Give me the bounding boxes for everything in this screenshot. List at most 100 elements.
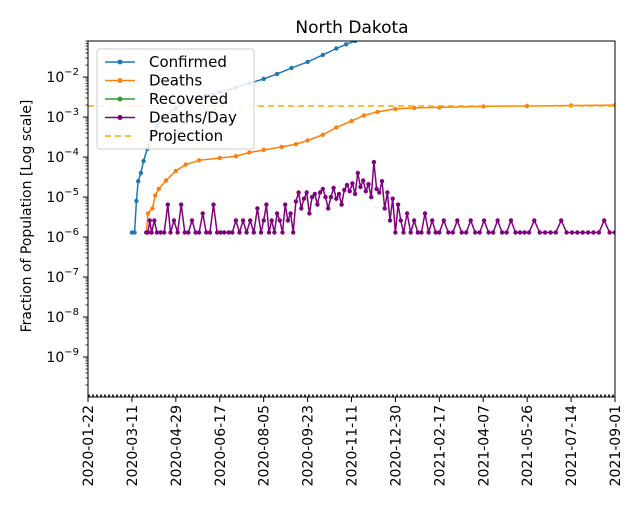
series-deaths-day-point [517, 230, 523, 235]
y-tick-label: 10−3 [46, 107, 79, 126]
series-deaths-day-point [350, 181, 355, 186]
series-deaths-day-point [336, 191, 342, 197]
series-deaths-point [305, 138, 310, 143]
series-deaths-day-point [422, 211, 428, 216]
series-deaths-day-point [158, 230, 163, 235]
series-deaths-day-point [596, 230, 602, 235]
series-deaths-day-point [363, 189, 368, 194]
series-deaths-day-point [214, 230, 220, 235]
series-deaths-day-point [277, 218, 282, 223]
series-deaths-day-point [147, 218, 152, 223]
series-deaths-day-point [382, 206, 387, 211]
series-confirmed-point [289, 65, 294, 71]
series-deaths-day-point [162, 230, 167, 235]
series-deaths-day-point [537, 230, 542, 235]
series-deaths-day-point [564, 230, 569, 235]
axes: 10−9 10−8 10−7 10−6 10−5 10−4 10−3 10−2 2020-01-… [46, 40, 624, 486]
series-deaths-day-point [522, 230, 527, 235]
series-deaths-day-point [404, 211, 410, 216]
series-deaths-day-point [542, 230, 548, 235]
series-deaths-day-point [553, 230, 558, 235]
series-deaths-point [183, 162, 188, 167]
series-deaths-day-point [477, 230, 482, 235]
series-deaths-day-point [317, 190, 323, 195]
series-deaths-day-point [481, 218, 487, 223]
series-deaths-day-point [230, 230, 235, 235]
series-deaths-day-point [585, 230, 591, 235]
x-tick-label: 2021-02-17 [432, 405, 448, 486]
series-confirmed-point [132, 230, 137, 235]
series-deaths-day-point [293, 199, 299, 204]
series-deaths-day-point [602, 218, 607, 223]
series-deaths-day-point [179, 202, 184, 207]
series-deaths-day-point [339, 202, 344, 207]
series-deaths-day-point [264, 202, 269, 207]
series-deaths-day-point [433, 230, 438, 235]
series-deaths-day-point [334, 196, 339, 201]
series-deaths-day-point [473, 230, 478, 235]
series-deaths-day-point [251, 230, 256, 235]
series-deaths-day-point [569, 230, 575, 235]
series-deaths-day-point [309, 194, 315, 200]
series-deaths-day-point [395, 202, 401, 207]
series-deaths-point [261, 147, 266, 153]
series-deaths-day-point [468, 218, 473, 223]
series-deaths-day-point [430, 218, 435, 223]
series-deaths-day-point [347, 189, 352, 194]
series-deaths-day-point [575, 230, 580, 235]
legend: ConfirmedDeathsRecoveredDeaths/DayProjec… [96, 48, 255, 150]
series-deaths-day-point [171, 218, 177, 223]
series-deaths-day-point [152, 218, 157, 223]
x-tick-label: 2020-06-17 [213, 405, 229, 486]
y-tick-label: 10−4 [46, 147, 79, 166]
series-deaths-day-point [304, 190, 309, 195]
series-deaths-day-point [580, 230, 585, 235]
series-deaths-day-point [244, 230, 249, 235]
series-deaths-point [163, 178, 169, 183]
series-deaths-point [293, 142, 299, 147]
y-tick-label: 10−9 [46, 347, 79, 366]
x-tick-label: 2020-09-23 [301, 405, 317, 486]
series-deaths-day-point [415, 230, 420, 235]
series-deaths-day-point [419, 230, 424, 235]
series-deaths-day-point [504, 230, 509, 235]
legend-swatch-marker [117, 96, 123, 102]
legend-item-recovered: Recovered [105, 90, 228, 108]
x-tick-label: 2020-12-30 [388, 405, 404, 486]
series-deaths-point [375, 109, 380, 115]
series-deaths-day-point [532, 218, 537, 223]
series-deaths-day-point [154, 230, 160, 235]
series-confirmed-point [138, 170, 144, 176]
series-deaths-day-point [280, 230, 285, 235]
series-deaths-day-point [175, 230, 180, 235]
series-deaths-day-point [374, 186, 379, 192]
legend-label: Deaths [149, 72, 202, 90]
y-tick-label: 10−2 [46, 67, 79, 86]
series-deaths-point [247, 150, 252, 155]
series-deaths-point [156, 186, 161, 192]
series-deaths-day-point [145, 230, 151, 235]
series-deaths-day-point [455, 218, 460, 223]
series-deaths-day-point [361, 178, 366, 183]
series-confirmed-point [261, 76, 266, 82]
series-confirmed-point [134, 198, 139, 204]
y-axis-label: Fraction of Population [Log scale] [19, 100, 35, 333]
series-deaths-day-point [288, 211, 293, 216]
legend-swatch-marker [117, 59, 123, 65]
series-deaths-day-point [193, 230, 198, 235]
series-confirmed-point [274, 71, 280, 77]
legend-label: Recovered [149, 90, 228, 108]
series-deaths-day-point [274, 211, 280, 216]
chart-title: North Dakota [295, 18, 408, 38]
series-deaths-day-point [226, 230, 231, 235]
legend-swatch-marker [117, 78, 123, 83]
series-deaths-day-point [182, 230, 187, 235]
series-deaths-day-point [222, 230, 227, 235]
series-deaths-day-point [196, 230, 202, 235]
x-tick-label: 2020-03-11 [125, 405, 141, 486]
series-deaths-day-point [548, 230, 553, 235]
y-tick-label: 10−5 [46, 187, 79, 206]
y-tick-label: 10−7 [46, 267, 79, 286]
x-tick-label: 2021-04-07 [476, 405, 492, 486]
series-deaths-day-point [459, 230, 464, 235]
